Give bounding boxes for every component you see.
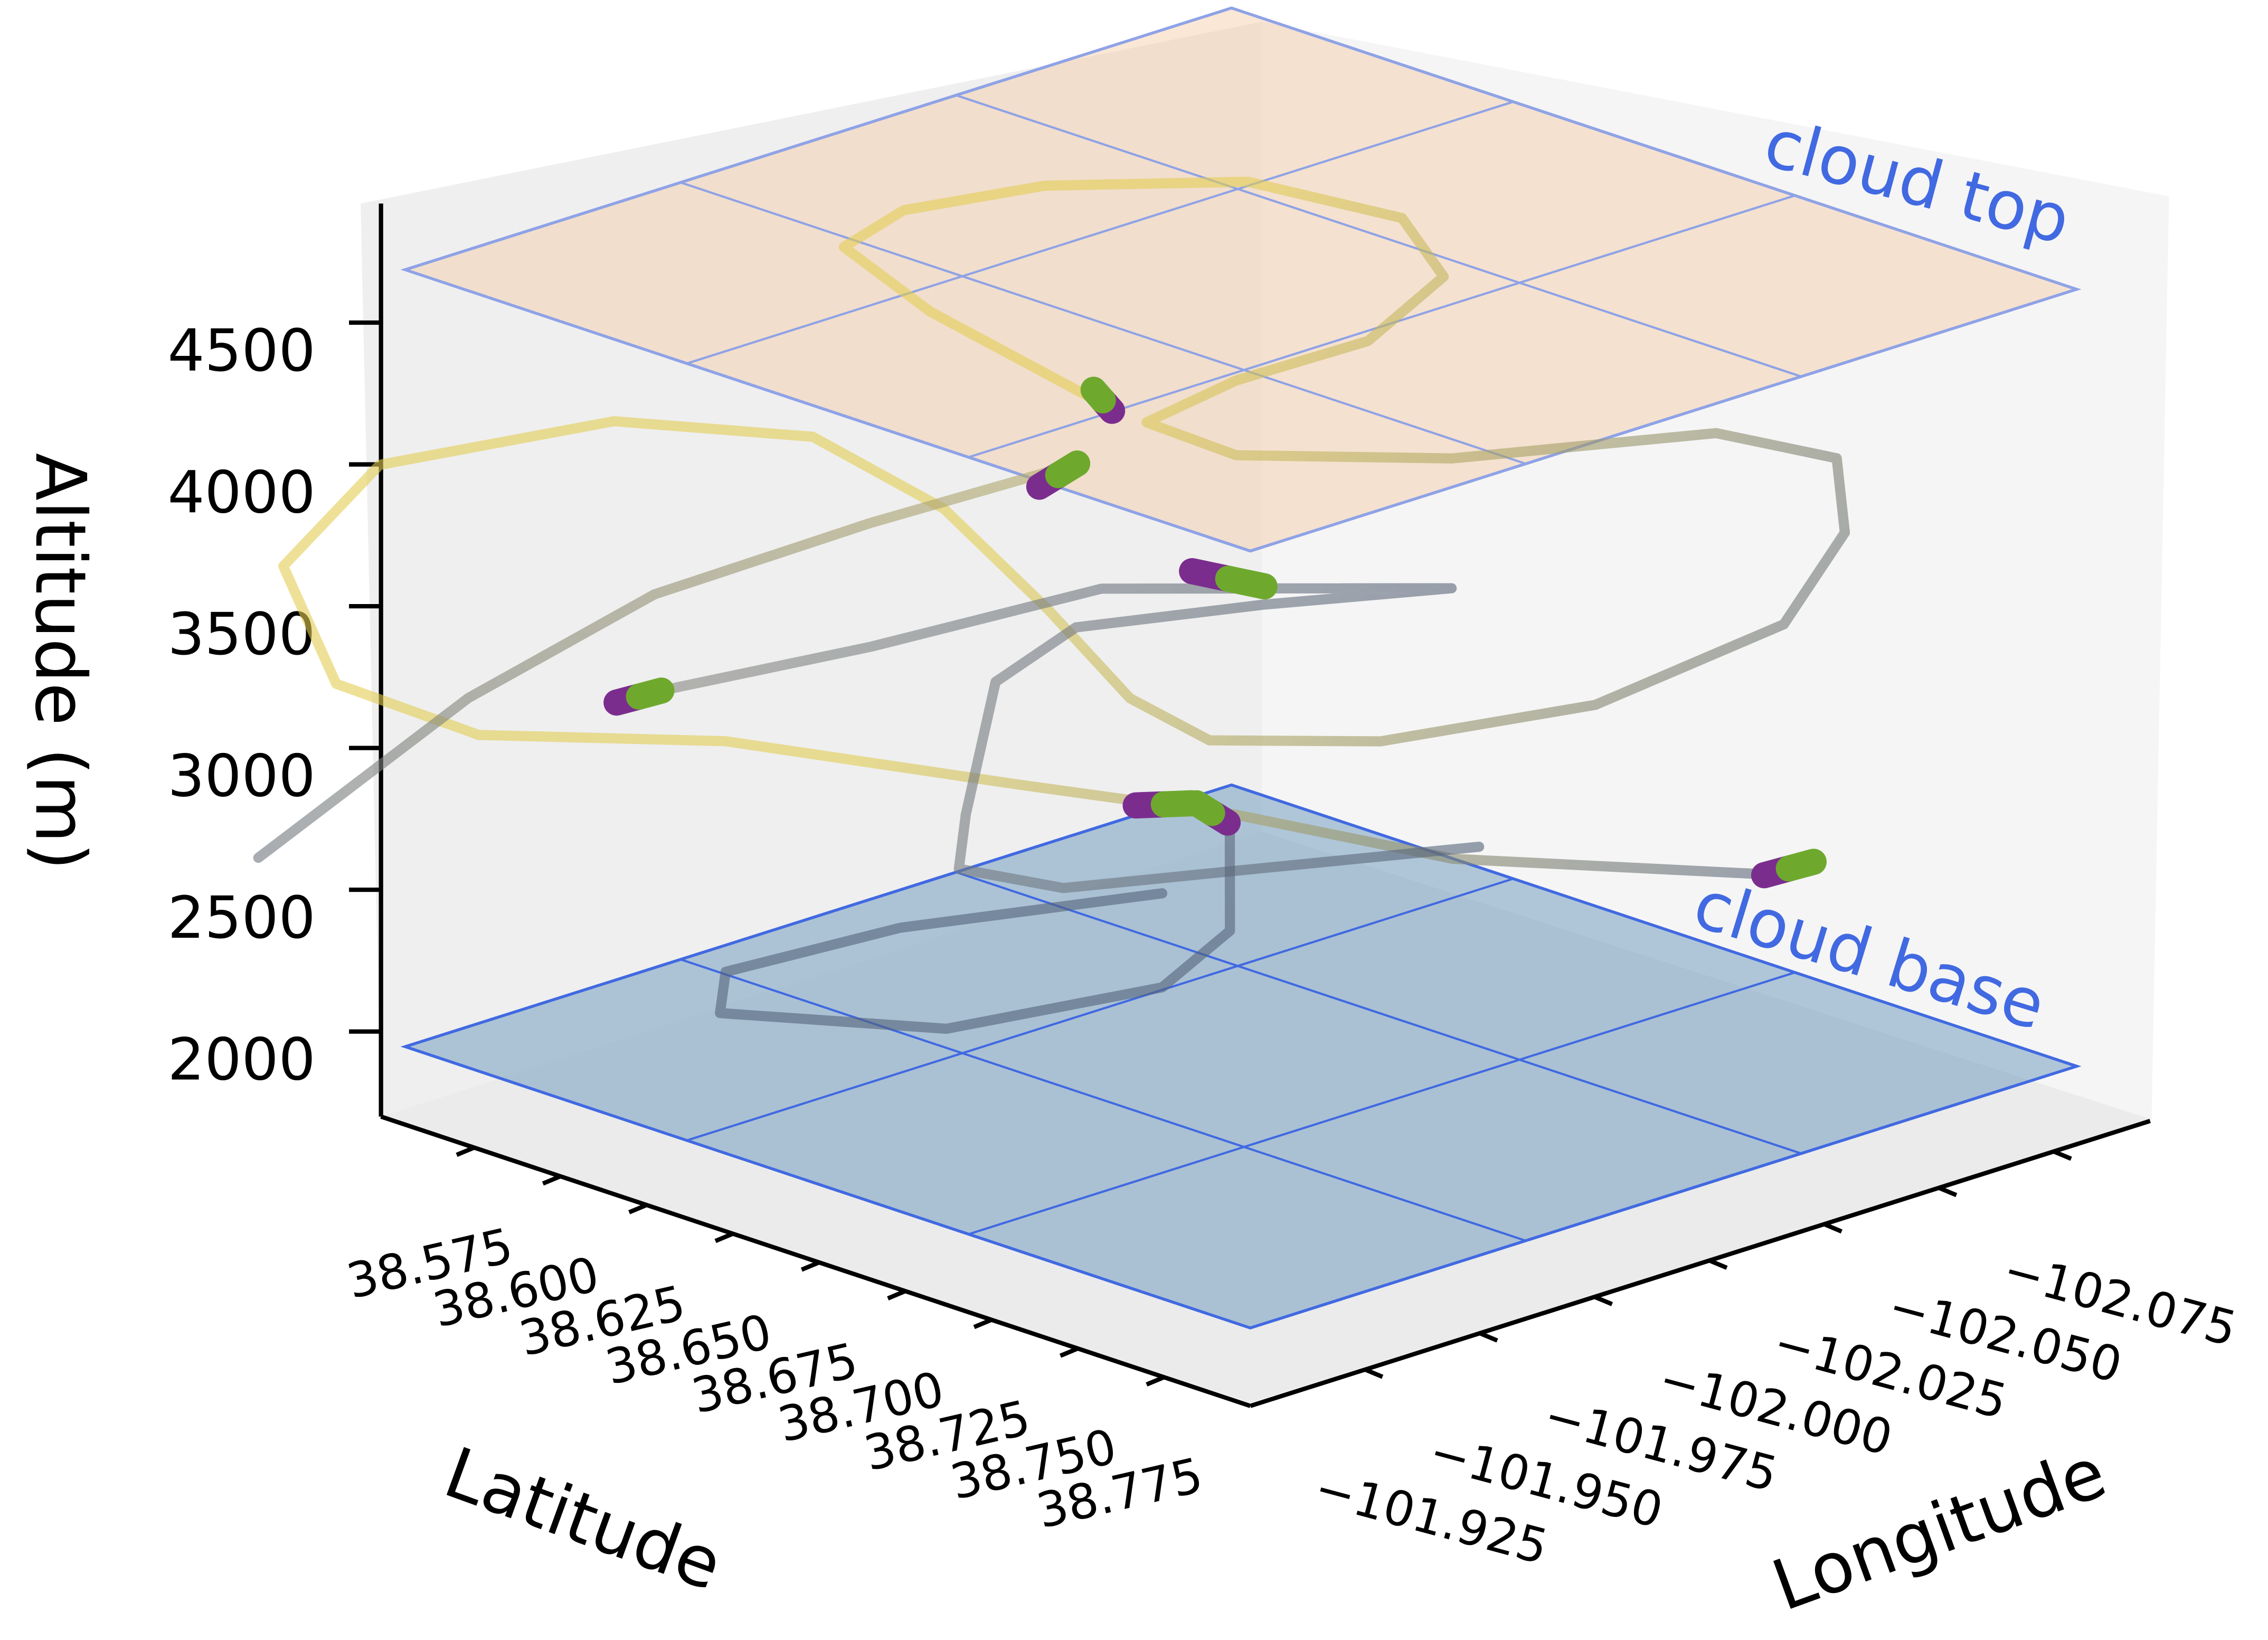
axis-line	[380, 1114, 1251, 1408]
x-tick	[973, 1317, 993, 1330]
highlight-end	[1183, 790, 1225, 826]
x-tick	[628, 1203, 648, 1214]
y-tick	[2053, 1149, 2072, 1161]
x-tick	[542, 1174, 562, 1186]
trajectory	[656, 583, 1485, 893]
left-pane	[361, 22, 1262, 1117]
highlight-end	[1080, 376, 1116, 413]
z-tick-label: 2500	[167, 884, 315, 951]
z-axis-title: Altitude (m)	[20, 453, 101, 870]
y-tick	[1938, 1185, 1958, 1198]
x-tick	[714, 1231, 734, 1243]
plane-grid-line	[680, 181, 1526, 465]
y-tick	[1593, 1295, 1613, 1306]
x-tick	[456, 1145, 475, 1157]
x-tick	[887, 1289, 906, 1300]
highlight-end	[626, 677, 675, 710]
trajectory	[253, 458, 1082, 863]
z-tick-label: 2000	[167, 1025, 315, 1093]
trajectory	[278, 176, 1850, 880]
highlight-end	[1775, 849, 1827, 882]
plane-grid-line	[956, 94, 1802, 378]
x-tick	[1146, 1375, 1165, 1387]
y-tick	[1479, 1331, 1498, 1343]
floor-pane	[381, 832, 2152, 1403]
plane-grid-line	[956, 871, 1802, 1155]
y-tick	[1364, 1368, 1384, 1379]
axis-line	[1250, 1119, 2151, 1408]
z-tick-label: 3500	[167, 600, 315, 668]
right-pane	[1262, 22, 2169, 1120]
x-tick	[1059, 1346, 1079, 1358]
highlight-end	[1215, 565, 1278, 600]
z-tick-label: 3000	[167, 742, 315, 809]
plane-grid-line	[968, 971, 1796, 1236]
plane-grid-line	[686, 878, 1514, 1142]
z-tick-label: 4000	[167, 458, 315, 526]
trajectory	[715, 823, 1235, 1034]
y-axis-title: Longitude	[1762, 1432, 2116, 1627]
y-tick	[1823, 1222, 1842, 1234]
highlight-end	[1045, 450, 1091, 488]
plane-grid-line	[686, 100, 1514, 365]
z-tick-label: 4500	[167, 317, 315, 384]
plane-grid-line	[680, 958, 1526, 1242]
y-tick	[1708, 1258, 1728, 1270]
x-tick	[800, 1260, 820, 1272]
x-axis-title: Latitude	[434, 1432, 732, 1607]
